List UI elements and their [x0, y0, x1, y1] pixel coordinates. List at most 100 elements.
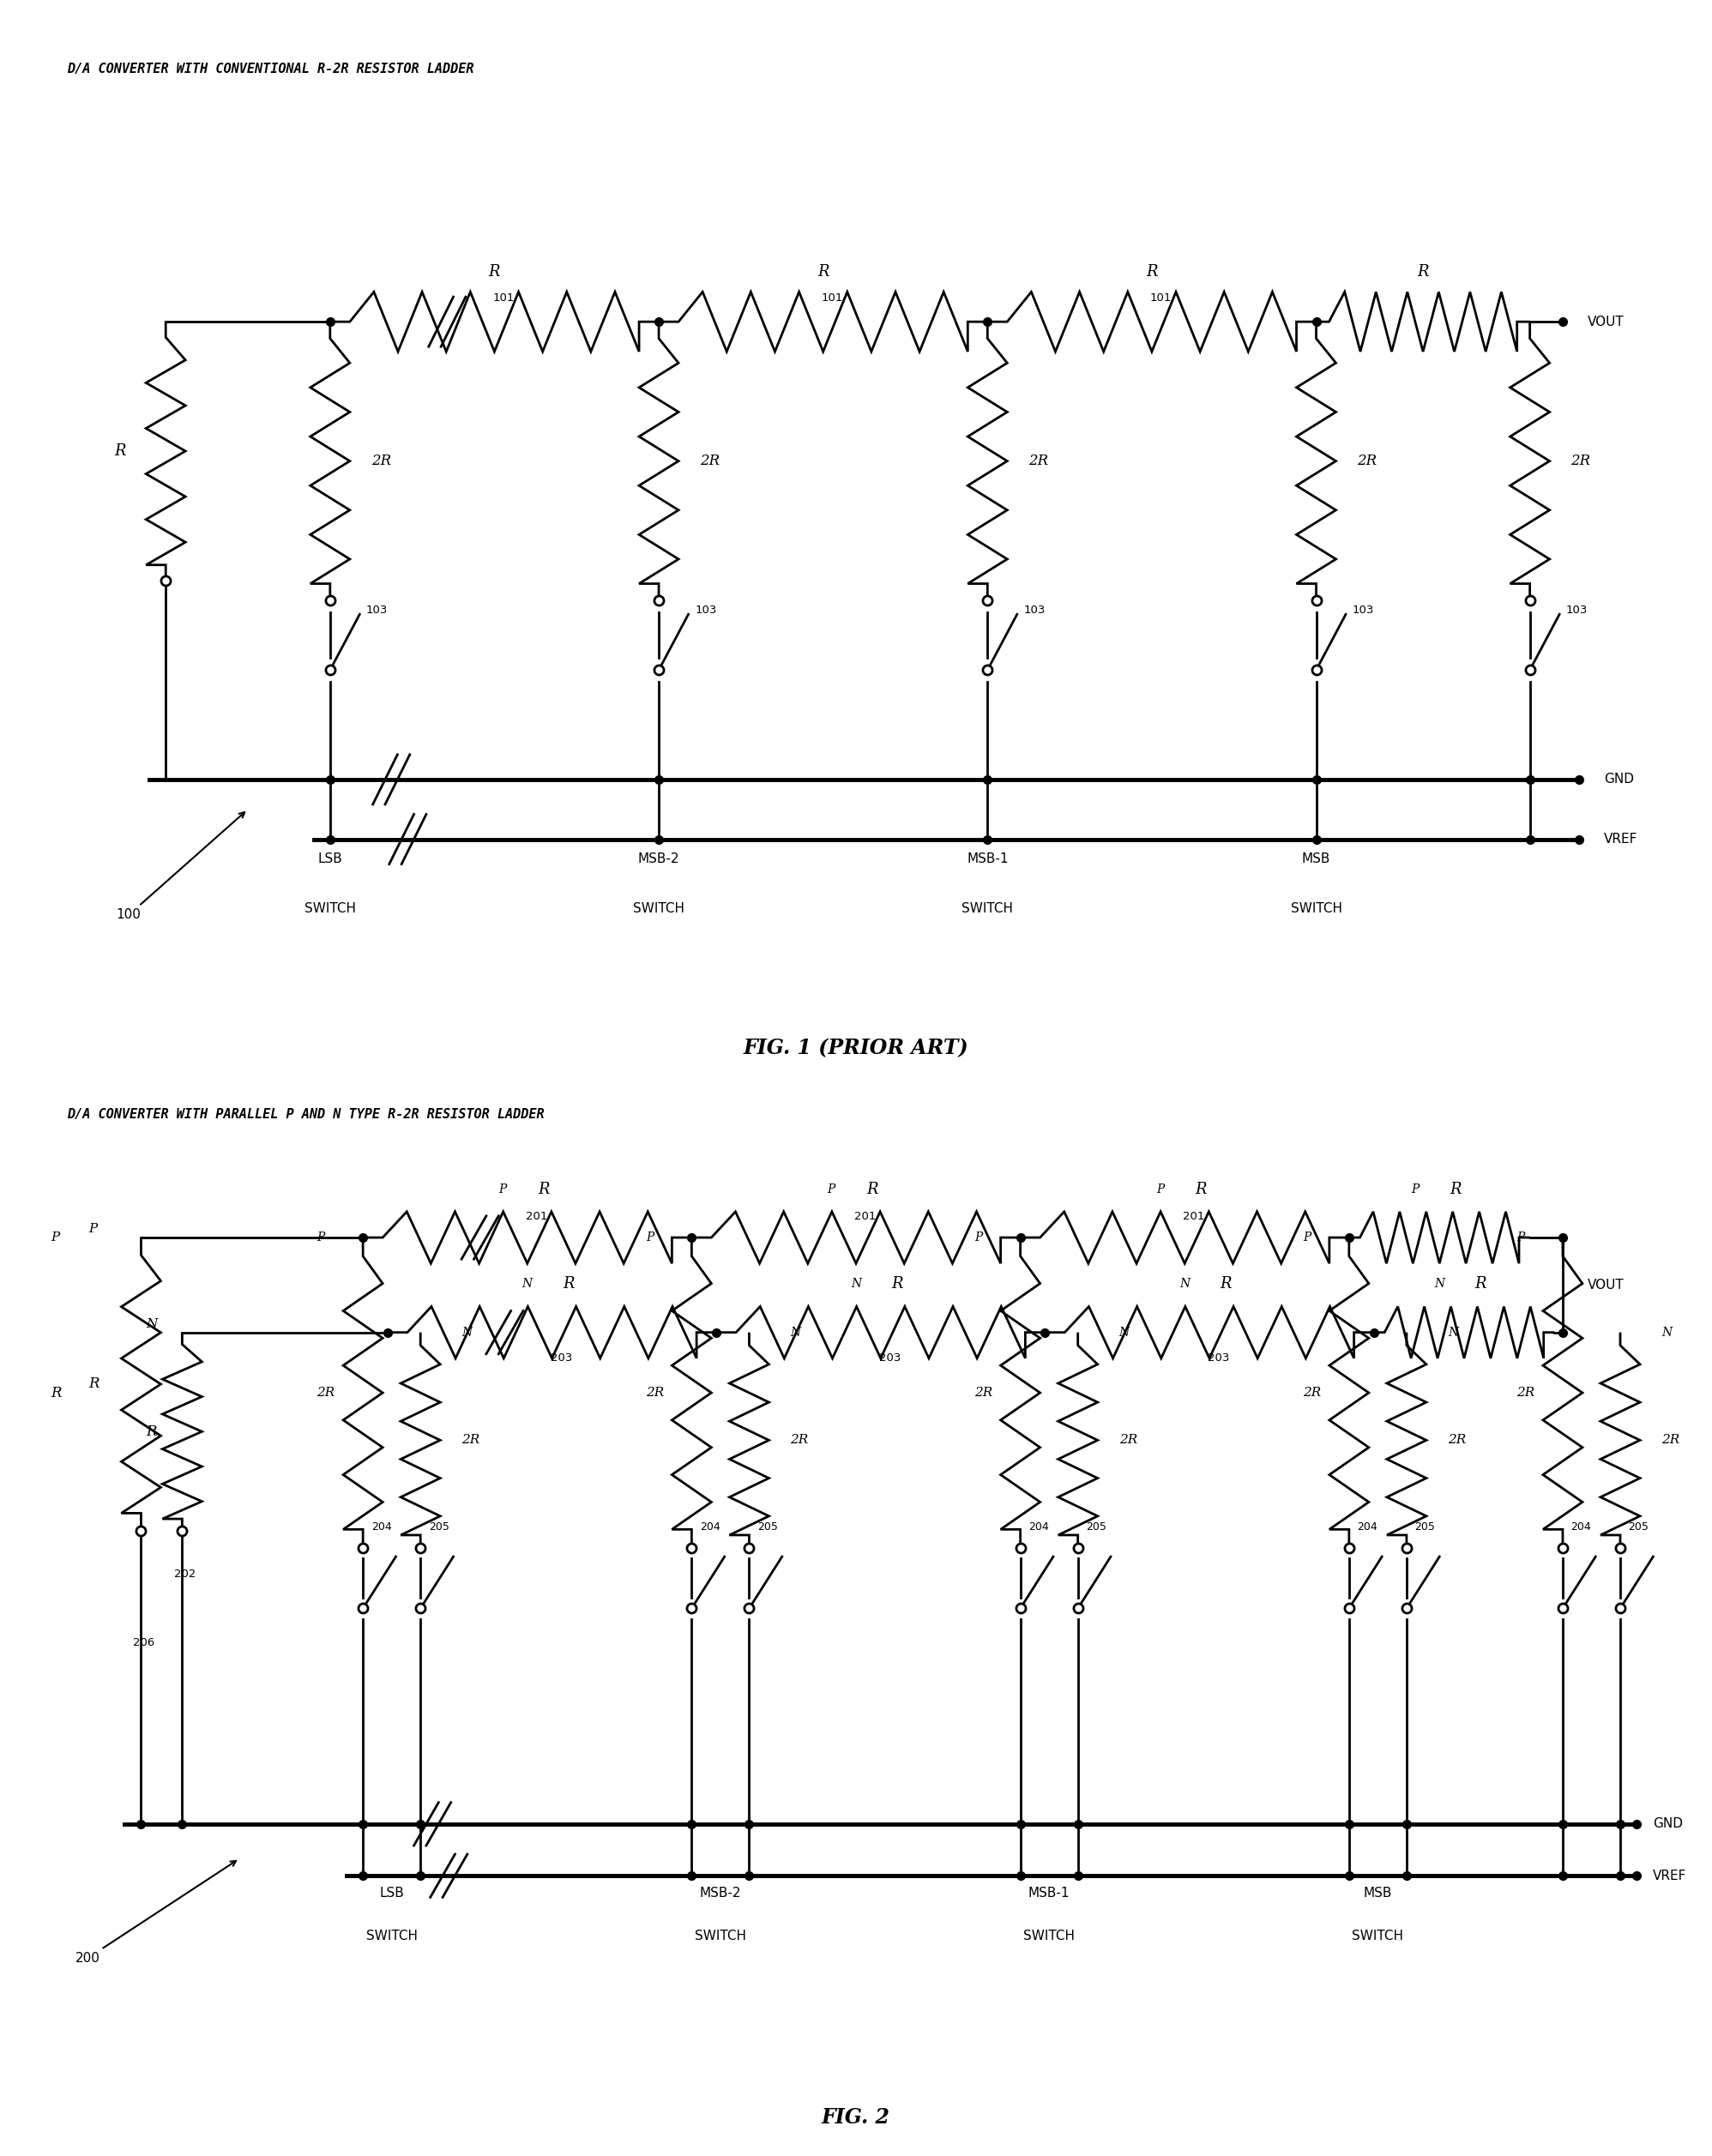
- Text: P: P: [317, 1231, 325, 1244]
- Text: P: P: [1411, 1184, 1419, 1194]
- Text: 204: 204: [1358, 1522, 1378, 1533]
- Text: P: P: [1517, 1231, 1525, 1244]
- Text: N: N: [462, 1326, 473, 1339]
- Text: LSB: LSB: [380, 1886, 404, 1899]
- Text: SWITCH: SWITCH: [633, 903, 685, 916]
- Text: MSB: MSB: [1363, 1886, 1392, 1899]
- Text: P: P: [645, 1231, 654, 1244]
- Text: 2R: 2R: [1517, 1386, 1536, 1399]
- Text: 101: 101: [1150, 293, 1173, 304]
- Text: 2R: 2R: [1661, 1434, 1679, 1447]
- Text: 103: 103: [366, 604, 389, 617]
- Text: 2R: 2R: [645, 1386, 664, 1399]
- Text: MSB-2: MSB-2: [700, 1886, 741, 1899]
- Text: 202: 202: [175, 1567, 195, 1580]
- Text: P: P: [974, 1231, 983, 1244]
- Text: R: R: [1418, 265, 1430, 280]
- Text: 201: 201: [854, 1212, 877, 1222]
- Text: 103: 103: [1566, 604, 1587, 617]
- Text: 203: 203: [878, 1352, 901, 1365]
- Text: 2R: 2R: [1303, 1386, 1322, 1399]
- Text: R: R: [146, 1425, 158, 1438]
- Text: VOUT: VOUT: [1587, 1279, 1625, 1291]
- Text: 2R: 2R: [462, 1434, 479, 1447]
- Text: 101: 101: [493, 293, 515, 304]
- Text: SWITCH: SWITCH: [305, 903, 356, 916]
- Text: R: R: [488, 265, 500, 280]
- Text: 100: 100: [116, 813, 245, 921]
- Text: 205: 205: [1085, 1522, 1106, 1533]
- Text: 2R: 2R: [1120, 1434, 1137, 1447]
- Text: LSB: LSB: [318, 852, 342, 865]
- Text: R: R: [866, 1181, 878, 1197]
- Text: 2R: 2R: [372, 453, 390, 468]
- Text: SWITCH: SWITCH: [366, 1930, 418, 1943]
- Text: P: P: [51, 1231, 60, 1244]
- Text: 103: 103: [695, 604, 717, 617]
- Text: 203: 203: [550, 1352, 572, 1365]
- Text: P: P: [498, 1184, 507, 1194]
- Text: 2R: 2R: [974, 1386, 993, 1399]
- Text: R: R: [563, 1276, 574, 1291]
- Text: P: P: [1156, 1184, 1164, 1194]
- Text: VOUT: VOUT: [1587, 315, 1625, 328]
- Text: R: R: [817, 265, 829, 280]
- Text: N: N: [1180, 1279, 1190, 1289]
- Text: FIG. 1 (PRIOR ART): FIG. 1 (PRIOR ART): [743, 1037, 969, 1059]
- Text: 204: 204: [1029, 1522, 1049, 1533]
- Text: R: R: [1145, 265, 1157, 280]
- Text: GND: GND: [1654, 1818, 1683, 1830]
- Text: SWITCH: SWITCH: [1291, 903, 1342, 916]
- Text: 2R: 2R: [1029, 453, 1048, 468]
- Text: VREF: VREF: [1654, 1869, 1686, 1882]
- Text: R: R: [1221, 1276, 1231, 1291]
- Text: N: N: [1120, 1326, 1130, 1339]
- Text: 205: 205: [428, 1522, 449, 1533]
- Text: D/A CONVERTER WITH PARALLEL P AND N TYPE R-2R RESISTOR LADDER: D/A CONVERTER WITH PARALLEL P AND N TYPE…: [67, 1108, 544, 1121]
- Text: D/A CONVERTER WITH CONVENTIONAL R-2R RESISTOR LADDER: D/A CONVERTER WITH CONVENTIONAL R-2R RES…: [67, 63, 474, 75]
- Text: P: P: [827, 1184, 835, 1194]
- Text: VREF: VREF: [1604, 832, 1638, 845]
- Text: 201: 201: [526, 1212, 548, 1222]
- Text: MSB-2: MSB-2: [639, 852, 680, 865]
- Text: 2R: 2R: [1572, 453, 1590, 468]
- Text: R: R: [89, 1378, 99, 1391]
- Text: 205: 205: [1414, 1522, 1435, 1533]
- Text: N: N: [851, 1279, 861, 1289]
- Text: FIG. 2: FIG. 2: [822, 2106, 890, 2128]
- Text: 103: 103: [1352, 604, 1375, 617]
- Text: 203: 203: [1207, 1352, 1229, 1365]
- Text: R: R: [51, 1386, 62, 1399]
- Text: 204: 204: [700, 1522, 721, 1533]
- Text: P: P: [1303, 1231, 1311, 1244]
- Text: R: R: [538, 1181, 550, 1197]
- Text: SWITCH: SWITCH: [695, 1930, 746, 1943]
- Text: 204: 204: [1572, 1522, 1590, 1533]
- Text: N: N: [146, 1317, 158, 1330]
- Text: 2R: 2R: [317, 1386, 336, 1399]
- Text: 201: 201: [1183, 1212, 1205, 1222]
- Text: 2R: 2R: [1448, 1434, 1465, 1447]
- Text: R: R: [892, 1276, 902, 1291]
- Text: 205: 205: [757, 1522, 777, 1533]
- Text: 2R: 2R: [700, 453, 719, 468]
- Text: N: N: [1435, 1279, 1445, 1289]
- Text: N: N: [1661, 1326, 1671, 1339]
- Text: SWITCH: SWITCH: [962, 903, 1014, 916]
- Text: P: P: [89, 1222, 98, 1235]
- Text: R: R: [1195, 1181, 1207, 1197]
- Text: R: R: [115, 444, 125, 459]
- Text: 206: 206: [134, 1636, 154, 1649]
- Text: 204: 204: [372, 1522, 392, 1533]
- Text: 2R: 2R: [1358, 453, 1376, 468]
- Text: SWITCH: SWITCH: [1024, 1930, 1075, 1943]
- Text: 200: 200: [75, 1861, 236, 1964]
- Text: 103: 103: [1024, 604, 1046, 617]
- Text: N: N: [522, 1279, 532, 1289]
- Text: MSB: MSB: [1301, 852, 1330, 865]
- Text: SWITCH: SWITCH: [1352, 1930, 1404, 1943]
- Text: 101: 101: [822, 293, 844, 304]
- Text: R: R: [1450, 1181, 1462, 1197]
- Text: R: R: [1474, 1276, 1486, 1291]
- Text: N: N: [1448, 1326, 1459, 1339]
